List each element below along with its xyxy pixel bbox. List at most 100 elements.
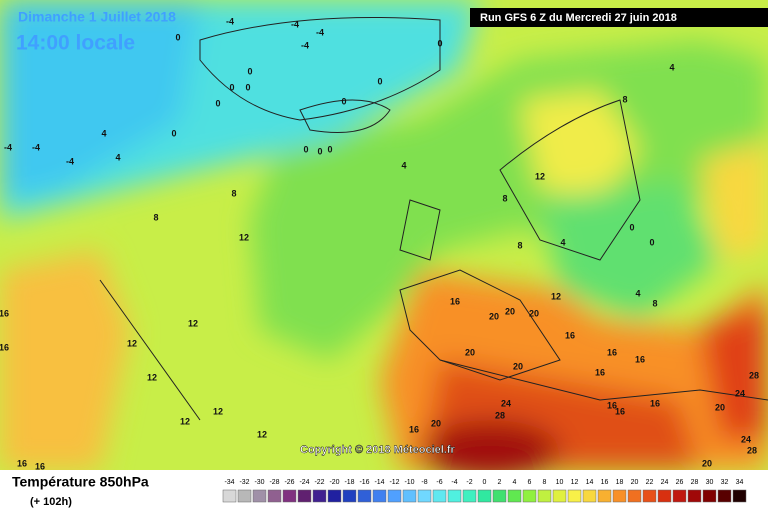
legend-swatch [267, 489, 282, 503]
legend-label: 22 [646, 479, 654, 486]
contour-label: 16 [635, 354, 645, 364]
contour-label: 20 [505, 306, 515, 316]
contour-label: 0 [437, 38, 442, 48]
legend-label: 28 [691, 479, 699, 486]
contour-label: 16 [607, 400, 617, 410]
legend-label: 16 [601, 479, 609, 486]
legend-label: -18 [344, 479, 354, 486]
lead-time: (+ 102h) [30, 496, 72, 508]
contour-label: 0 [215, 98, 220, 108]
legend-label: -28 [269, 479, 279, 486]
legend-swatch [702, 489, 717, 503]
contour-label: -4 [32, 142, 40, 152]
legend-swatch [417, 489, 432, 503]
contour-label: 4 [401, 160, 406, 170]
contour-label: 4 [635, 288, 640, 298]
legend-label: -16 [359, 479, 369, 486]
legend-label: 14 [586, 479, 594, 486]
run-info: Run GFS 6 Z du Mercredi 27 juin 2018 [480, 12, 677, 24]
legend-swatch [732, 489, 747, 503]
contour-label: 12 [147, 372, 157, 382]
legend-swatch [597, 489, 612, 503]
contour-label: 8 [622, 94, 627, 104]
contour-label: 16 [450, 296, 460, 306]
contour-label: 20 [431, 418, 441, 428]
legend-label: -8 [421, 479, 427, 486]
legend-label: 8 [543, 479, 547, 486]
contour-label: 12 [188, 318, 198, 328]
contour-label: 12 [257, 429, 267, 439]
contour-label: 16 [607, 347, 617, 357]
contour-label: 8 [517, 240, 522, 250]
legend-swatch [252, 489, 267, 503]
legend-label: 0 [483, 479, 487, 486]
contour-label: 12 [239, 232, 249, 242]
contour-label: 16 [0, 308, 9, 318]
legend-swatch [552, 489, 567, 503]
contour-label: -4 [316, 27, 324, 37]
legend-swatch [462, 489, 477, 503]
legend-swatch [297, 489, 312, 503]
legend-swatch [432, 489, 447, 503]
contour-label: 12 [535, 171, 545, 181]
contour-label: 28 [749, 370, 759, 380]
contour-label: 12 [127, 338, 137, 348]
legend-swatch [657, 489, 672, 503]
legend-swatch [357, 489, 372, 503]
contour-label: 24 [741, 434, 751, 444]
contour-label: 20 [702, 458, 712, 468]
legend-label: -22 [314, 479, 324, 486]
legend-swatch [687, 489, 702, 503]
legend-swatch [522, 489, 537, 503]
coastlines [99, 17, 768, 421]
legend-swatch [447, 489, 462, 503]
contour-label: 0 [341, 96, 346, 106]
legend-swatch [342, 489, 357, 503]
contour-label: 24 [735, 388, 745, 398]
legend-label: -30 [254, 479, 264, 486]
contour-label: 28 [495, 410, 505, 420]
contour-label: 8 [153, 212, 158, 222]
contour-label: 24 [501, 398, 511, 408]
legend-label: -34 [224, 479, 234, 486]
legend-label: 10 [556, 479, 564, 486]
contour-label: 8 [652, 298, 657, 308]
contour-label: 8 [502, 193, 507, 203]
map-time: 14:00 locale [16, 32, 135, 55]
contour-label: 0 [649, 237, 654, 247]
contour-label: 12 [551, 291, 561, 301]
legend-label: -12 [389, 479, 399, 486]
contour-label: 0 [327, 144, 332, 154]
map-title: Dimanche 1 Juillet 2018 [18, 9, 176, 25]
legend-label: -14 [374, 479, 384, 486]
contour-label: 0 [175, 32, 180, 42]
contour-label: -4 [66, 156, 74, 166]
legend-swatch [372, 489, 387, 503]
run-banner [470, 8, 768, 27]
contour-label: 20 [715, 402, 725, 412]
contour-label: 16 [409, 424, 419, 434]
contour-label: 28 [747, 445, 757, 455]
legend-label: -10 [404, 479, 414, 486]
contour-label: 20 [529, 308, 539, 318]
copyright: Copyright © 2018 Méteociel.fr [300, 444, 456, 456]
legend-label: -4 [451, 479, 457, 486]
contour-label: 0 [377, 76, 382, 86]
legend-swatch [537, 489, 552, 503]
legend-swatch [477, 489, 492, 503]
contour-label: 16 [35, 461, 45, 471]
contour-label: 4 [115, 152, 120, 162]
legend-label: 4 [513, 479, 517, 486]
legend-label: 30 [706, 479, 714, 486]
legend-label: -26 [284, 479, 294, 486]
contour-label: 20 [489, 311, 499, 321]
legend-swatch [282, 489, 297, 503]
legend-swatch [387, 489, 402, 503]
legend-swatch [627, 489, 642, 503]
contour-label: -4 [4, 142, 12, 152]
legend-swatch [642, 489, 657, 503]
legend-label: -32 [239, 479, 249, 486]
legend-swatch [222, 489, 237, 503]
